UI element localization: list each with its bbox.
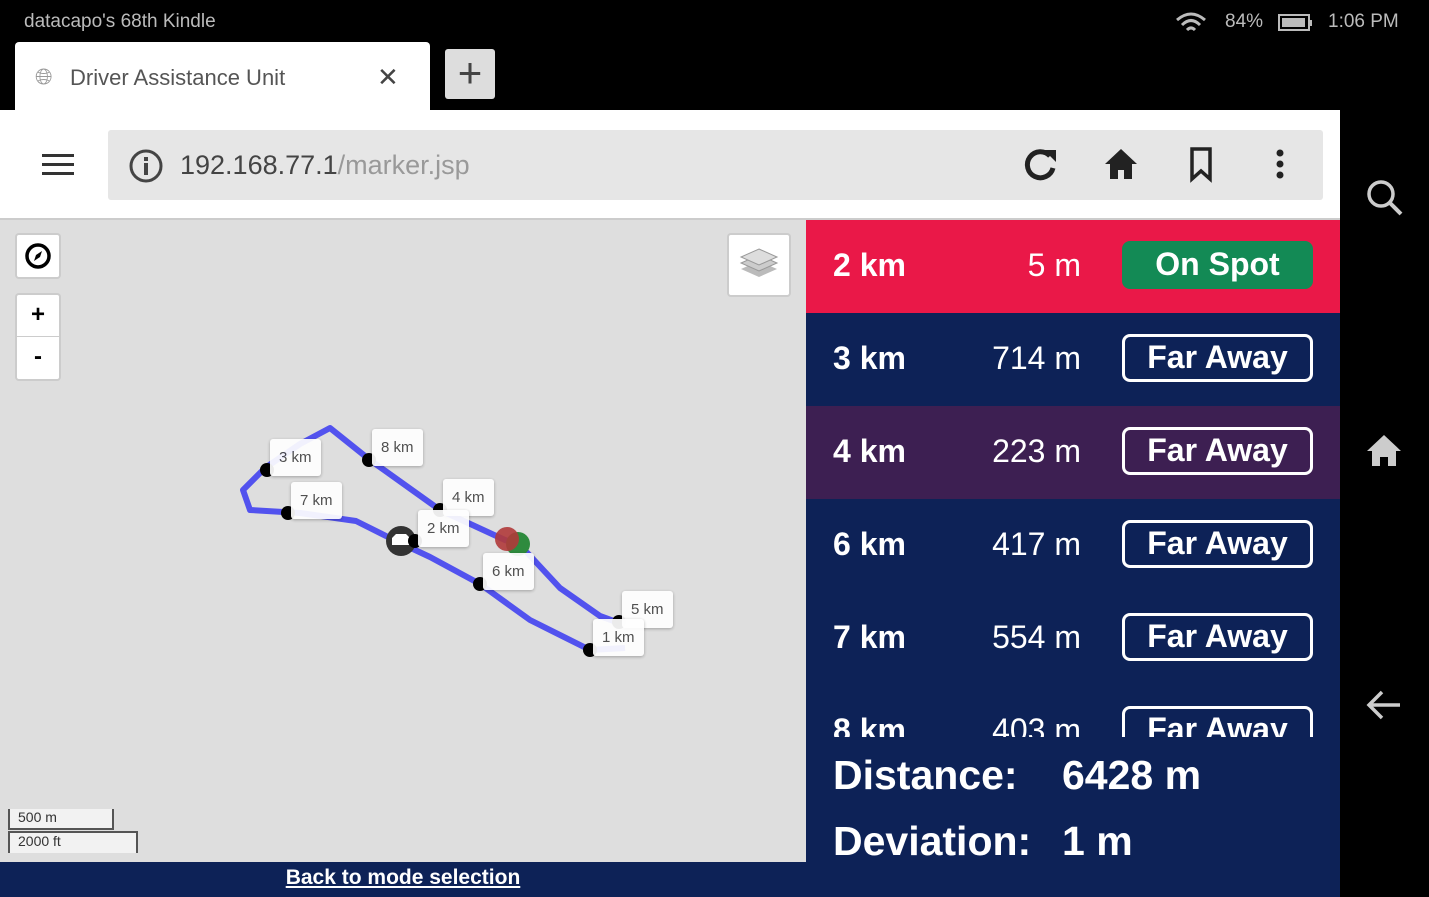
status-badge: On Spot: [1122, 241, 1313, 289]
search-icon[interactable]: [1365, 178, 1405, 218]
wifi-icon: [1176, 12, 1206, 32]
status-badge: Far Away: [1122, 427, 1313, 475]
marker-label: 3 km: [270, 439, 321, 476]
marker-label: 7 km: [291, 482, 342, 519]
home-nav-icon[interactable]: [1365, 432, 1403, 470]
checkpoint-km: 7 km: [833, 619, 906, 655]
checkpoint-row[interactable]: 6 km 417 m Far Away: [806, 499, 1340, 592]
deviation-summary: Deviation: 1 m: [833, 818, 1133, 865]
clock: 1:06 PM: [1328, 11, 1399, 32]
position-marker: [495, 527, 519, 551]
marker-label: 2 km: [418, 510, 469, 547]
info-icon[interactable]: [128, 148, 164, 184]
layers-icon: [739, 248, 779, 277]
status-bar: datacapo's 68th Kindle 84% 1:06 PM: [0, 0, 1429, 44]
globe-icon: 🌐︎: [35, 64, 53, 89]
checkpoint-km: 4 km: [833, 433, 906, 469]
checkpoint-distance: 5 m: [1027, 247, 1081, 283]
zoom-control: + -: [15, 293, 61, 381]
distance-label: Distance:: [833, 752, 1018, 798]
status-badge: Far Away: [1122, 613, 1313, 661]
status-badge: Far Away: [1122, 334, 1313, 382]
menu-icon[interactable]: [42, 152, 76, 178]
distance-summary: Distance: 6428 m: [833, 752, 1201, 799]
checkpoint-distance: 403 m: [992, 712, 1081, 737]
reload-icon[interactable]: [1020, 146, 1060, 186]
url-text[interactable]: 192.168.77.1/marker.jsp: [180, 150, 470, 180]
scale-metric: 500 m: [8, 809, 114, 830]
checkpoint-row[interactable]: 3 km 714 m Far Away: [806, 313, 1340, 406]
checkpoint-row[interactable]: 7 km 554 m Far Away: [806, 592, 1340, 685]
car-icon: [392, 534, 410, 545]
checkpoint-list[interactable]: 2 km 5 m On Spot 3 km 714 m Far Away 4 km 223 m…: [806, 220, 1340, 737]
tab-title: Driver Assistance Unit: [70, 65, 286, 90]
compass-icon: [25, 243, 51, 269]
back-nav-icon[interactable]: [1365, 688, 1403, 722]
checkpoint-distance: 417 m: [992, 526, 1081, 562]
status-badge: Far Away: [1122, 520, 1313, 568]
bookmark-icon[interactable]: [1188, 146, 1216, 184]
more-icon[interactable]: [1274, 148, 1286, 182]
battery-icon: [1278, 14, 1312, 31]
deviation-label: Deviation:: [833, 818, 1032, 864]
checkpoint-km: 8 km: [833, 712, 906, 737]
checkpoint-panel: 2 km 5 m On Spot 3 km 714 m Far Away 4 km 223 m…: [806, 220, 1340, 897]
compass-button[interactable]: [15, 233, 61, 279]
back-to-mode-selection-link[interactable]: Back to mode selection: [285, 866, 521, 889]
battery-percent: 84%: [1225, 11, 1264, 32]
system-nav-bar: [1340, 110, 1429, 897]
address-bar[interactable]: 192.168.77.1/marker.jsp: [108, 130, 1323, 200]
home-icon[interactable]: [1103, 146, 1139, 182]
checkpoint-row[interactable]: 4 km 223 m Far Away: [806, 406, 1340, 499]
marker-label: 6 km: [483, 553, 534, 590]
device-name: datacapo's 68th Kindle: [24, 11, 216, 32]
layers-button[interactable]: [727, 233, 791, 297]
status-badge: Far Away: [1122, 706, 1313, 737]
tab-driver-assistance[interactable]: 🌐︎ Driver Assistance Unit ✕: [15, 42, 430, 112]
checkpoint-row[interactable]: 8 km 403 m Far Away: [806, 685, 1340, 737]
checkpoint-row[interactable]: 2 km 5 m On Spot: [806, 220, 1340, 313]
map-view[interactable]: + - 3 km 8 km 7 km 4 km 2 km 6 km 5 km 1 km 500…: [0, 220, 806, 862]
new-tab-button[interactable]: +: [445, 49, 495, 99]
checkpoint-km: 6 km: [833, 526, 906, 562]
footer-bar: Back to mode selection: [0, 862, 806, 897]
marker-label: 8 km: [372, 429, 423, 466]
checkpoint-distance: 714 m: [992, 340, 1081, 376]
close-tab-icon[interactable]: ✕: [377, 62, 399, 92]
checkpoint-distance: 554 m: [992, 619, 1081, 655]
route-layer: [240, 425, 626, 653]
marker-label: 1 km: [593, 619, 644, 656]
marker-label: 4 km: [443, 479, 494, 516]
browser-toolbar: 192.168.77.1/marker.jsp: [0, 110, 1340, 220]
deviation-value: 1 m: [1062, 818, 1133, 864]
zoom-out-button[interactable]: -: [34, 343, 42, 370]
checkpoint-km: 3 km: [833, 340, 906, 376]
scale-imperial: 2000 ft: [8, 831, 138, 853]
checkpoint-distance: 223 m: [992, 433, 1081, 469]
checkpoint-km: 2 km: [833, 247, 906, 283]
distance-value: 6428 m: [1062, 752, 1202, 798]
zoom-in-button[interactable]: +: [17, 295, 59, 337]
